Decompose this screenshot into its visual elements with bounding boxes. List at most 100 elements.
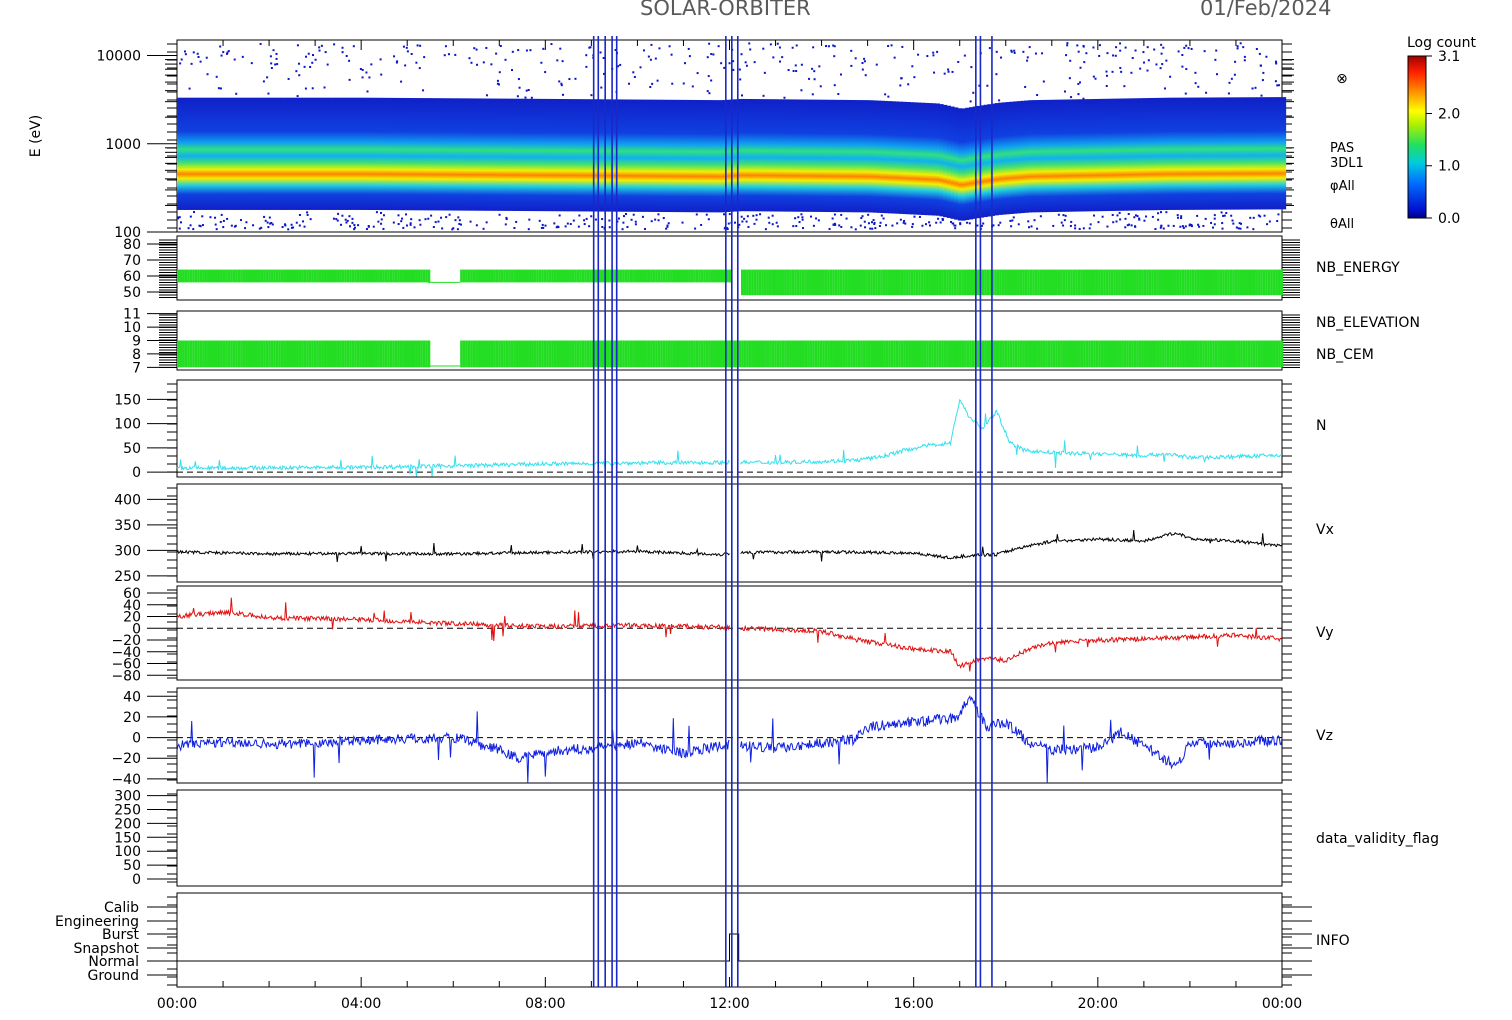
spectrogram-speckle [1066, 42, 1069, 45]
nb_elev-bar [1262, 340, 1266, 368]
nb_energy-bar [1222, 269, 1225, 296]
spectrogram-speckle [260, 226, 263, 229]
spectrogram-speckle [933, 71, 936, 74]
nb_energy-bar [288, 269, 292, 283]
spectrogram-speckle [541, 223, 544, 226]
nb_energy-bar [599, 269, 603, 283]
spectrogram-strip [1149, 97, 1154, 211]
nb_energy-bar [525, 269, 529, 283]
spectrogram-strip [1142, 98, 1147, 211]
nb_energy-bar [306, 269, 309, 283]
nb_energy-bar [675, 269, 679, 283]
spectrogram-speckle [622, 221, 625, 224]
spectrogram-strip [751, 99, 756, 212]
spectrogram-strip [534, 98, 539, 212]
spectrogram-strip [718, 100, 723, 213]
nb_energy-bar [334, 269, 337, 283]
nb_elev-bar [872, 340, 876, 368]
spectrogram-speckle [817, 219, 820, 222]
spectrogram-strip [545, 98, 550, 212]
spectrogram-strip [1223, 97, 1228, 210]
spectrogram-speckle [859, 224, 862, 227]
spectrogram-speckle [498, 71, 501, 74]
spectrogram-strip [482, 98, 487, 211]
nb_elev-bar [619, 340, 623, 368]
dvf-ytick-label: 300 [114, 789, 141, 805]
spectrogram-speckle [921, 224, 924, 227]
density-ytick-label: 150 [114, 392, 141, 408]
nb_elev-bar [323, 340, 327, 368]
nb_elev-bar [905, 340, 909, 368]
spectrogram-speckle [590, 215, 593, 218]
spectrogram-speckle [942, 218, 945, 221]
spectrogram-speckle [1042, 80, 1045, 83]
nb_energy-bar [1115, 269, 1119, 296]
nb_energy-bar [984, 269, 987, 296]
spectrogram-strip [339, 97, 344, 210]
nb_energy-bar [189, 269, 193, 283]
nb_elev-bar [230, 340, 233, 368]
spectrogram-strip [792, 99, 797, 212]
spectrogram-speckle [1079, 66, 1082, 69]
nb_elev-bar [500, 340, 504, 368]
nb_energy-bar [804, 269, 807, 296]
spectrogram-strip [1049, 99, 1055, 213]
spectrogram-speckle [1009, 219, 1012, 222]
nb_energy-bar [558, 269, 562, 283]
spectrogram-strip [1057, 99, 1062, 212]
spectrogram-strip [607, 99, 613, 212]
spectrogram-strip [1086, 99, 1091, 212]
spectrogram-strip [272, 97, 277, 210]
spectrogram-speckle [451, 228, 454, 231]
spectrogram-speckle [997, 224, 1000, 227]
spectrogram-speckle [217, 87, 220, 90]
spectrogram-speckle [267, 226, 270, 229]
nb_energy-bar [326, 269, 330, 283]
spectrogram-speckle [585, 65, 588, 68]
nb_elev-bar [189, 340, 193, 368]
spectrogram-strip [353, 97, 358, 210]
info-mode-line [177, 933, 1282, 962]
spectrogram-speckle [1139, 67, 1142, 70]
nb_energy-bar [806, 269, 810, 296]
spectrogram-speckle [1258, 52, 1261, 55]
spectrogram-strip [431, 98, 436, 211]
nb_elev-bar [263, 340, 266, 368]
nb_energy-bar [966, 269, 969, 296]
spectrogram-speckle [588, 225, 591, 228]
spectrogram-speckle [834, 223, 837, 226]
spectrogram-speckle [764, 228, 767, 231]
spectrogram-speckle [1160, 211, 1163, 214]
spectrogram-strip [1204, 97, 1209, 210]
spectrogram-strip [585, 99, 590, 212]
nb_energy-bar [768, 269, 772, 296]
vx-series-line [176, 530, 1283, 563]
spectrogram-strip [1234, 97, 1239, 210]
nb_energy-bar [250, 269, 254, 283]
spectrogram-speckle [525, 49, 528, 52]
nb_elev-bar [326, 340, 330, 368]
nb_energy-bar [1247, 269, 1251, 296]
spectrogram-strip [1200, 97, 1206, 210]
spectrogram-speckle [513, 226, 516, 229]
spectrogram-strip [1079, 99, 1084, 212]
spectrogram-speckle [430, 214, 433, 217]
spectrogram-speckle [274, 63, 277, 66]
nb_elev-bar [260, 340, 264, 368]
spectrogram-speckle [1187, 47, 1190, 50]
nb_elev-bar [1186, 340, 1190, 368]
nb_energy-bar [1133, 269, 1137, 296]
spectrogram-speckle [861, 215, 864, 218]
nb_elev-bar [255, 340, 259, 368]
spectrogram-speckle [505, 216, 508, 219]
spectrogram-speckle [1000, 56, 1003, 59]
spectrogram-speckle [998, 99, 1001, 102]
spectrogram-strip [501, 98, 506, 211]
nb_energy-bar [1209, 269, 1213, 296]
spectrogram-speckle [1180, 215, 1183, 218]
spectrogram-strip [600, 99, 605, 212]
nb_energy-bar [242, 269, 246, 283]
nb_elev-bar [1191, 340, 1195, 368]
nb_energy-bar [1130, 269, 1134, 296]
spectrogram-speckle [626, 225, 629, 228]
